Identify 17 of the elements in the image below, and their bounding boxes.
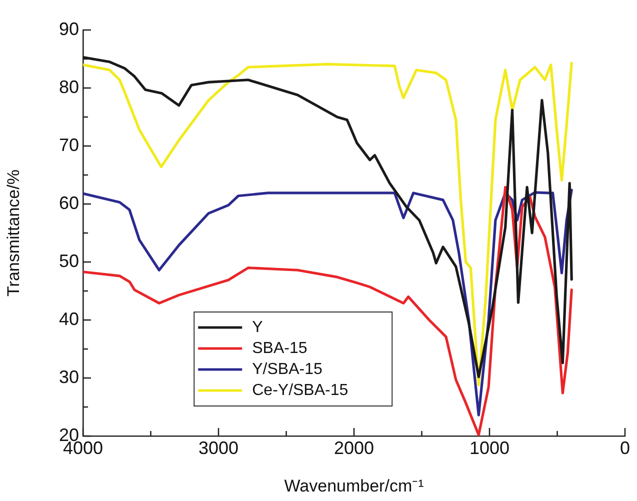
legend-label: Y [252, 318, 264, 336]
x-tick-label: 3000 [198, 438, 239, 458]
y-tick-label: 60 [58, 192, 79, 213]
x-tick-label: 0 [620, 438, 630, 458]
x-tick-label: 1000 [469, 438, 510, 458]
y-tick-label: 40 [58, 308, 79, 329]
x-tick-label: 2000 [334, 438, 374, 458]
y-tick-label: 30 [58, 366, 79, 387]
y-tick-label: 70 [58, 134, 79, 155]
y-axis-title: Transmittance/% [4, 170, 23, 296]
legend-label: Y/SBA-15 [252, 360, 322, 378]
legend-label: Ce-Y/SBA-15 [252, 382, 348, 399]
y-tick-label: 50 [58, 250, 79, 271]
x-axis-title: Wavenumber/cm⁻¹ [284, 476, 424, 496]
y-tick-label: 80 [58, 76, 79, 97]
y-tick-label: 90 [58, 18, 79, 39]
legend-label: SBA-15 [252, 340, 308, 357]
